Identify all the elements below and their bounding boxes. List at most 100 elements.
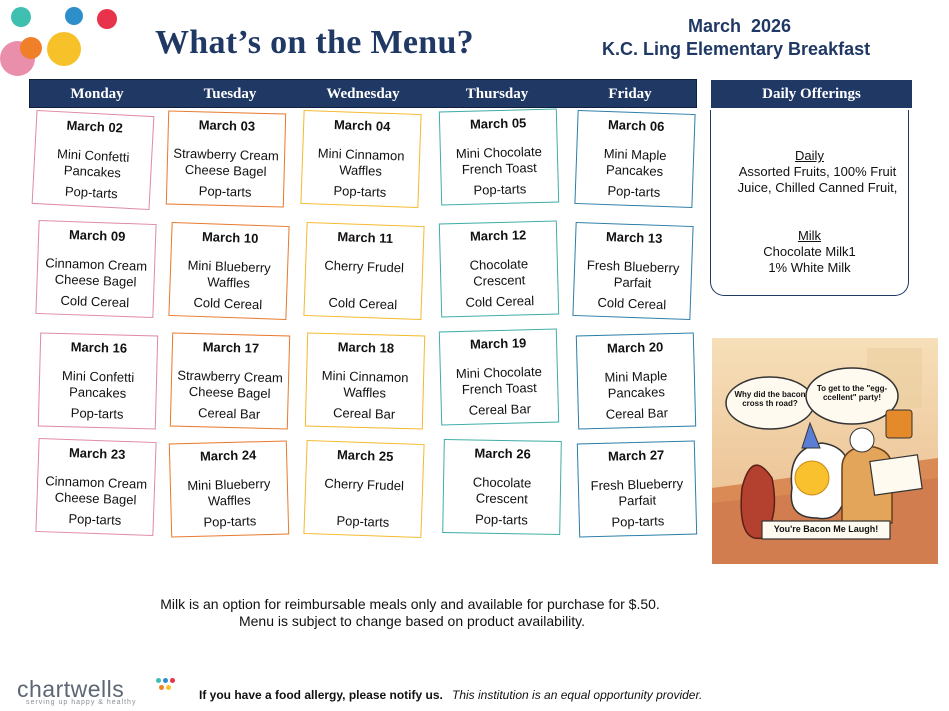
menu-cell-march-23: March 23 Cinnamon Cream Cheese Bagel Pop… [35, 437, 157, 537]
menu-date: March 16 [70, 339, 128, 356]
chartwells-tagline: serving up happy & healthy [26, 699, 137, 706]
equal-opportunity-notice: This institution is an equal opportunity… [452, 688, 703, 702]
menu-cell-march-20: March 20 Mini Maple Pancakes Cereal Bar [575, 332, 697, 430]
menu-entree: Strawberry Cream Cheese Bagel [173, 145, 280, 180]
daily-text: Assorted Fruits, 100% Fruit Juice, Chill… [737, 164, 898, 195]
menu-entree: Mini Cinnamon Waffles [317, 145, 405, 179]
milk-item: 1% White Milk [768, 260, 851, 275]
cartoon-drawing [712, 348, 938, 564]
menu-cell-march-18: March 18 Mini Cinnamon Waffles Cereal Ba… [304, 332, 426, 430]
menu-cell-march-04: March 04 Mini Cinnamon Waffles Pop-tarts [300, 109, 422, 209]
menu-date: March 20 [606, 339, 664, 356]
menu-side: Pop-tarts [611, 513, 665, 530]
menu-side: Cereal Bar [197, 405, 261, 422]
menu-entree: Cinnamon Cream Cheese Bagel [44, 255, 148, 290]
page-title: What’s on the Menu? [155, 24, 474, 61]
day-header-tuesday: Tuesday [203, 86, 257, 102]
menu-entree: Mini Chocolate French Toast [455, 363, 543, 397]
menu-date: March 11 [337, 229, 394, 246]
menu-cell-march-12: March 12 Chocolate Crescent Cold Cereal [438, 220, 560, 318]
menu-side: Pop-tarts [70, 405, 124, 422]
chartwells-logo-dots [156, 678, 176, 694]
menu-side: Cold Cereal [328, 294, 398, 313]
menu-entree: Fresh Blueberry Parfait [586, 257, 680, 291]
menu-date: March 06 [607, 117, 665, 134]
menu-cell-march-10: March 10 Mini Blueberry Waffles Cold Cer… [168, 221, 290, 321]
menu-entree: Mini Confetti Pancakes [56, 146, 130, 181]
menu-side: Cereal Bar [332, 405, 396, 422]
school-name: K.C. Ling Elementary Breakfast [602, 39, 871, 59]
menu-side: Cereal Bar [468, 401, 532, 418]
cartoon-bubble-right: To get to the "egg-ccellent" party! [816, 384, 888, 402]
menu-side: Pop-tarts [198, 183, 252, 200]
menu-cell-march-06: March 06 Mini Maple Pancakes Pop-tarts [574, 109, 696, 209]
menu-side: Cold Cereal [193, 294, 263, 313]
menu-entree: Mini Chocolate French Toast [455, 143, 543, 177]
menu-date: March 23 [68, 445, 126, 462]
decor-dot-yellow [47, 32, 81, 66]
daily-offerings-header: Daily Offerings [711, 80, 912, 108]
menu-date: March 26 [474, 445, 531, 462]
daily-heading: Daily [795, 148, 824, 163]
menu-date: March 05 [469, 115, 527, 132]
menu-side: Cold Cereal [60, 292, 130, 311]
menu-entree: Chocolate Crescent [469, 256, 529, 289]
menu-entree: Cinnamon Cream Cheese Bagel [44, 473, 148, 508]
menu-entree: Mini Confetti Pancakes [61, 368, 135, 401]
milk-item: Chocolate Milk1 [763, 244, 856, 259]
menu-cell-march-05: March 05 Mini Chocolate French Toast Pop… [438, 108, 560, 206]
menu-date: March 02 [66, 117, 124, 136]
menu-date: March 12 [469, 227, 527, 244]
cartoon-banner: You're Bacon Me Laugh! [773, 524, 879, 534]
day-header-monday: Monday [70, 86, 124, 102]
menu-side: Pop-tarts [333, 183, 387, 200]
menu-entree: Mini Blueberry Waffles [187, 475, 271, 509]
day-header-thursday: Thursday [465, 86, 529, 102]
menu-side: Pop-tarts [607, 183, 661, 200]
menu-cell-march-09: March 09 Cinnamon Cream Cheese Bagel Col… [35, 219, 157, 319]
decor-dot-blue [65, 7, 83, 25]
menu-cell-march-27: March 27 Fresh Blueberry Parfait Pop-tar… [576, 440, 698, 538]
menu-entree: Cherry Frudel [324, 475, 405, 494]
menu-entree: Fresh Blueberry Parfait [590, 475, 684, 509]
menu-side: Pop-tarts [64, 183, 119, 202]
menu-date: March 27 [607, 447, 665, 464]
menu-change-note: Menu is subject to change based on produ… [238, 613, 586, 629]
menu-entree: Mini Maple Pancakes [604, 368, 668, 401]
menu-date: March 03 [198, 117, 256, 134]
menu-cell-march-11: March 11 Cherry Frudel Cold Cereal [303, 221, 425, 321]
day-header-wednesday: Wednesday [326, 86, 400, 102]
menu-side: Pop-tarts [203, 513, 257, 530]
allergy-notice: If you have a food allergy, please notif… [199, 688, 443, 702]
menu-cell-march-25: March 25 Cherry Frudel Pop-tarts [303, 439, 425, 539]
menu-date: March 19 [469, 335, 527, 352]
menu-cell-march-13: March 13 Fresh Blueberry Parfait Cold Ce… [572, 221, 694, 321]
menu-entree: Mini Blueberry Waffles [187, 257, 271, 291]
menu-month: March 2026 [688, 16, 792, 36]
breakfast-cartoon-image: Why did the bacon cross th road? To get … [712, 338, 938, 564]
menu-cell-march-16: March 16 Mini Confetti Pancakes Pop-tart… [37, 332, 159, 430]
menu-side: Pop-tarts [336, 513, 390, 530]
weekday-header-bar: Monday Tuesday Wednesday Thursday Friday [29, 79, 697, 108]
menu-cell-march-26: March 26 Chocolate Crescent Pop-tarts [442, 438, 562, 536]
chartwells-logo: chartwells [17, 676, 125, 702]
menu-side: Cold Cereal [597, 294, 667, 313]
menu-date: March 13 [605, 229, 663, 246]
menu-date: March 18 [337, 339, 395, 356]
menu-entree: Strawberry Cream Cheese Bagel [177, 367, 284, 402]
menu-date: March 09 [68, 227, 126, 244]
milk-note: Milk is an option for reimbursable meals… [160, 596, 660, 612]
menu-side: Cereal Bar [605, 405, 669, 422]
menu-entree: Mini Maple Pancakes [603, 145, 667, 179]
menu-date: March 24 [199, 447, 257, 464]
menu-date: March 10 [201, 229, 259, 246]
menu-cell-march-19: March 19 Mini Chocolate French Toast Cer… [438, 328, 560, 426]
decor-dot-red [97, 9, 117, 29]
decor-dot-orange [20, 37, 42, 59]
menu-date: March 04 [333, 117, 391, 134]
milk-heading: Milk [797, 228, 822, 243]
decor-dot-teal [11, 7, 31, 27]
day-header-friday: Friday [608, 86, 652, 102]
cartoon-bubble-left: Why did the bacon cross th road? [734, 390, 806, 408]
menu-cell-march-02: March 02 Mini Confetti Pancakes Pop-tart… [31, 109, 155, 211]
